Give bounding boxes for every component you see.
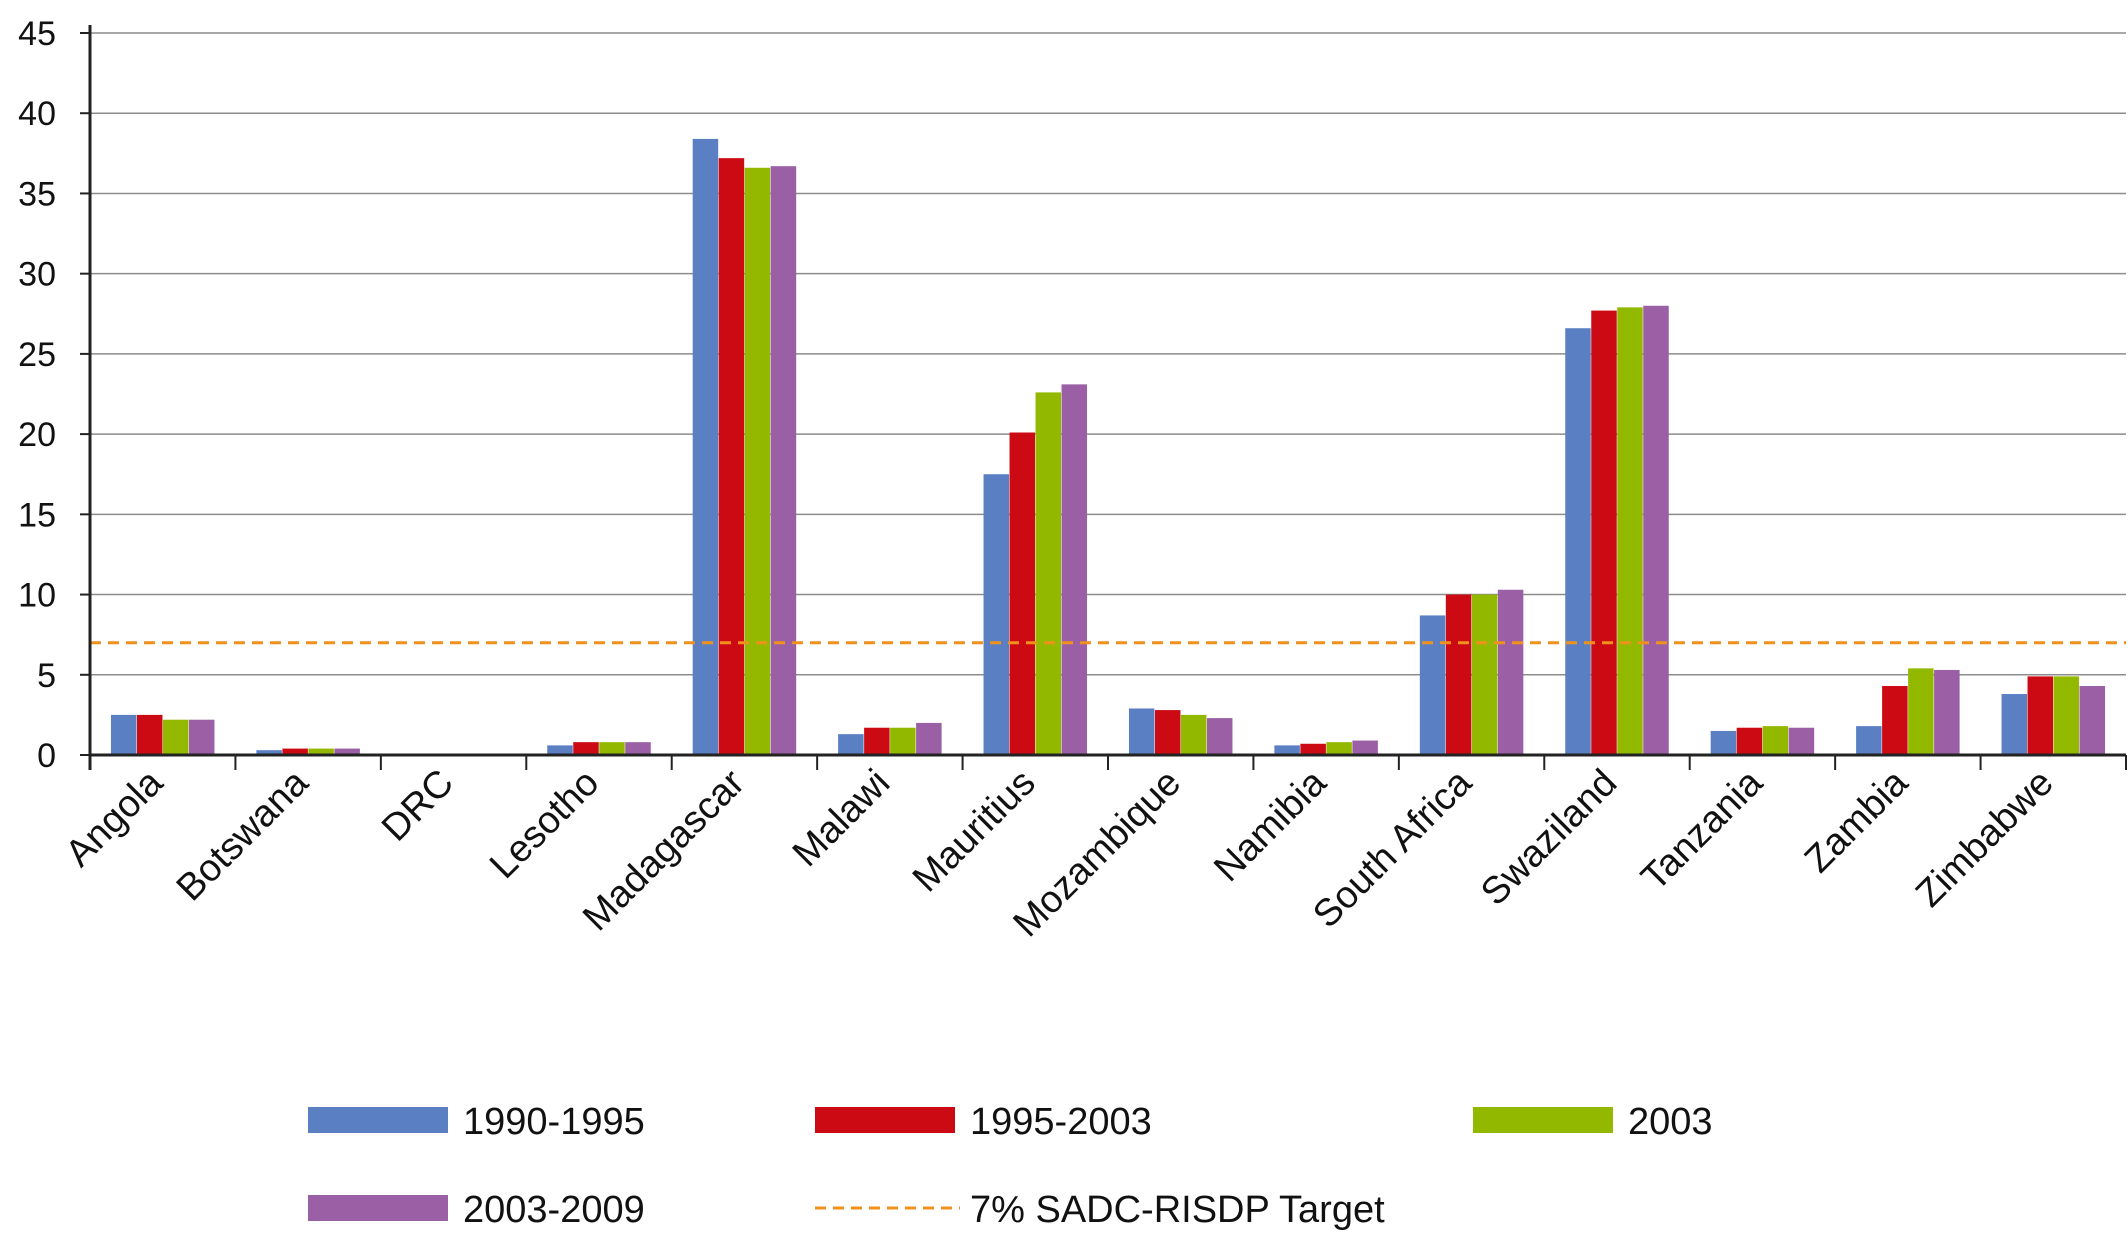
- legend-label: 1995-2003: [970, 1101, 1152, 1143]
- bar: [1445, 594, 1472, 755]
- x-tick-label: Lesotho: [482, 762, 607, 887]
- legend-swatch: [308, 1195, 448, 1221]
- x-tick-label: Tanzania: [1634, 761, 1772, 899]
- x-tick-label: Zambia: [1797, 761, 1917, 881]
- bar: [1035, 392, 1062, 755]
- bar: [110, 714, 137, 755]
- bar: [308, 748, 334, 755]
- bar: [2053, 676, 2080, 755]
- bar: [916, 722, 942, 755]
- bar: [1009, 432, 1036, 755]
- bar: [692, 138, 719, 756]
- x-tick-label: Swaziland: [1473, 762, 1625, 914]
- y-tick-label: 45: [18, 15, 56, 53]
- legend-swatch: [1473, 1107, 1613, 1133]
- bar: [1154, 710, 1181, 755]
- bar: [864, 727, 890, 755]
- bar: [1300, 743, 1326, 755]
- bar: [1788, 727, 1815, 755]
- bar: [547, 745, 573, 755]
- x-tick-label: Zimbabwe: [1908, 762, 2062, 916]
- bar: [2027, 676, 2054, 755]
- legend-label: 2003-2009: [463, 1189, 645, 1231]
- bar: [1206, 718, 1233, 755]
- bar: [1710, 730, 1737, 755]
- bar: [1591, 310, 1617, 755]
- bar: [625, 742, 651, 755]
- bar: [1180, 714, 1207, 755]
- x-tick-label: DRC: [374, 762, 462, 850]
- y-tick-label: 15: [18, 496, 56, 534]
- bar: [599, 742, 625, 755]
- bar: [1565, 328, 1591, 755]
- legend: 1990-1995 1995-2003 2003 2003-2009 7% SADC-R…: [308, 1101, 1713, 1231]
- bar: [838, 734, 864, 755]
- bar: [770, 166, 797, 755]
- x-tick-label: Mauritius: [905, 762, 1044, 901]
- legend-label: 1990-1995: [463, 1101, 645, 1143]
- y-tick-label: 30: [18, 256, 56, 294]
- bar: [136, 714, 163, 755]
- bar: [573, 742, 599, 755]
- x-tick-label: Malawi: [785, 762, 898, 875]
- bar: [890, 727, 916, 755]
- x-tick-label: Botswana: [169, 761, 317, 909]
- bar: [1352, 740, 1378, 755]
- bar: [1617, 307, 1643, 755]
- y-tick-label: 5: [37, 657, 56, 695]
- bar: [1643, 305, 1669, 755]
- bar: [1736, 727, 1763, 755]
- bar: [1326, 742, 1352, 755]
- bar: [1061, 384, 1088, 755]
- bar: [282, 748, 308, 755]
- bar: [1908, 668, 1934, 755]
- bar: [983, 474, 1010, 755]
- bars: [110, 138, 2106, 756]
- bar: [1471, 594, 1498, 755]
- y-tick-label: 0: [37, 737, 56, 775]
- bar: [1497, 589, 1524, 755]
- y-tick-label: 35: [18, 175, 56, 213]
- gridlines: [80, 32, 2126, 756]
- bar: [1882, 686, 1908, 755]
- legend-label: 2003: [1628, 1101, 1713, 1143]
- bar: [1856, 726, 1882, 755]
- legend-swatch: [815, 1107, 955, 1133]
- x-tick-label: Namibia: [1206, 761, 1335, 890]
- y-tick-label: 40: [18, 95, 56, 133]
- bar: [1762, 726, 1789, 755]
- y-tick-label: 25: [18, 336, 56, 374]
- legend-swatch: [308, 1107, 448, 1133]
- legend-label: 7% SADC-RISDP Target: [970, 1189, 1385, 1231]
- bar: [2001, 694, 2028, 755]
- bar: [334, 748, 360, 755]
- bar: [188, 719, 215, 755]
- axes: [88, 25, 2127, 770]
- x-tick-label: Angola: [58, 761, 172, 875]
- bar: [256, 750, 282, 755]
- bar: [718, 158, 745, 755]
- bar: [744, 167, 771, 756]
- bar: [2079, 686, 2106, 755]
- bar: [162, 719, 189, 755]
- x-tick-label: South Africa: [1305, 761, 1480, 936]
- bar: [1934, 669, 1960, 755]
- bar: [1274, 745, 1300, 755]
- bar: [1419, 615, 1446, 755]
- y-tick-label: 10: [18, 577, 56, 615]
- y-tick-label: 20: [18, 416, 56, 454]
- bar: [1128, 708, 1155, 755]
